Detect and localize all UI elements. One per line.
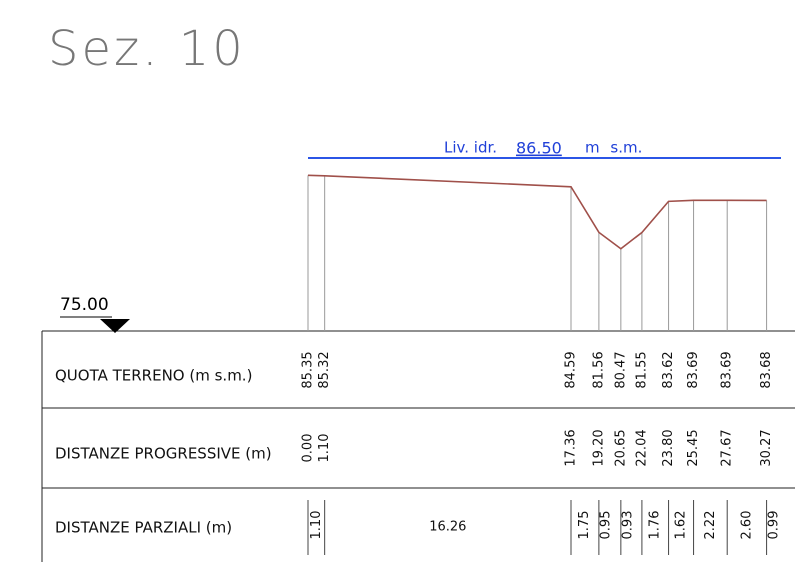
row-label: QUOTA TERRENO (m s.m.) (55, 367, 252, 385)
partial-value: 1.75 (577, 511, 592, 540)
row-label: DISTANZE PROGRESSIVE (m) (55, 445, 272, 463)
progressive-value: 23.80 (661, 429, 676, 466)
elevation-value: 85.32 (317, 351, 332, 388)
progressive-value: 19.20 (591, 429, 606, 466)
elevation-value: 84.59 (564, 351, 579, 388)
elevation-value: 85.35 (301, 351, 316, 388)
elevation-value: 83.62 (661, 351, 676, 388)
row-label: DISTANZE PARZIALI (m) (55, 519, 232, 537)
elevation-value: 81.56 (591, 351, 606, 388)
elevation-value: 83.69 (720, 351, 735, 388)
partial-value: 16.26 (429, 520, 466, 535)
partial-value: 0.99 (767, 511, 782, 540)
elevation-value: 81.55 (634, 351, 649, 388)
progressive-value: 17.36 (564, 429, 579, 466)
partial-value: 2.60 (739, 511, 754, 540)
water-prefix: Liv. idr. (444, 139, 497, 157)
partial-value: 2.22 (703, 511, 718, 540)
partial-value: 0.95 (599, 511, 614, 540)
progressive-value: 20.65 (613, 429, 628, 466)
progressive-value: 30.27 (759, 429, 774, 466)
partial-value: 1.10 (309, 511, 324, 540)
water-value: 86.50 (516, 139, 562, 158)
partial-value: 0.93 (620, 511, 635, 540)
progressive-value: 25.45 (686, 429, 701, 466)
elevation-value: 83.69 (686, 351, 701, 388)
progressive-value: 22.04 (634, 429, 649, 466)
datum-marker (100, 319, 130, 333)
datum-label: 75.00 (60, 295, 109, 315)
elevation-value: 80.47 (613, 351, 628, 388)
partial-value: 1.62 (673, 511, 688, 540)
water-unit: m s.m. (585, 139, 642, 157)
progressive-value: 0.00 (301, 434, 316, 463)
partial-value: 1.76 (648, 511, 663, 540)
progressive-value: 1.10 (317, 434, 332, 463)
progressive-value: 27.67 (720, 429, 735, 466)
title: Sez. 10 (48, 21, 246, 77)
terrain-profile (307, 174, 767, 250)
elevation-value: 83.68 (759, 351, 774, 388)
